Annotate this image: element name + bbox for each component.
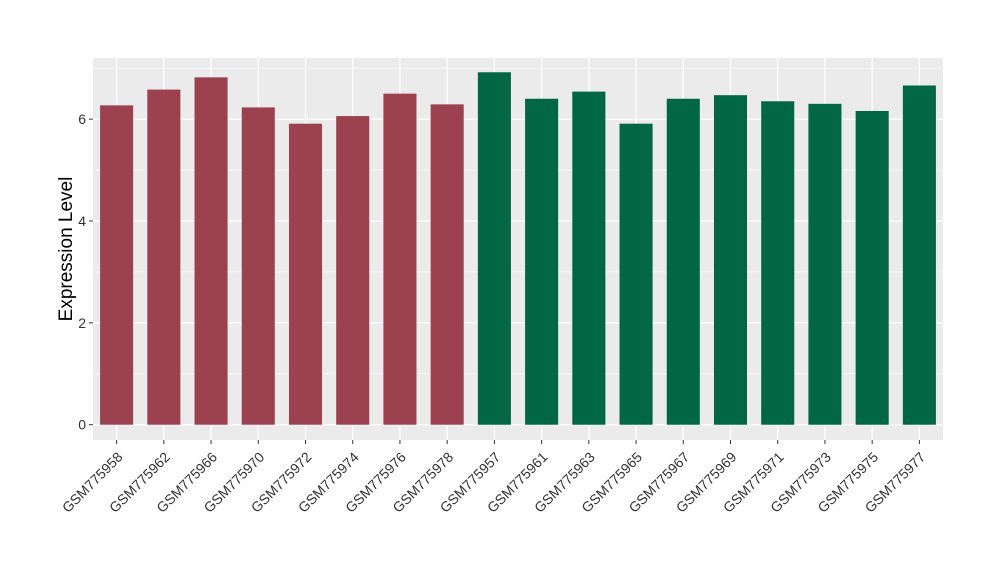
bar-GSM775958 bbox=[100, 105, 134, 425]
y-tick-label: 2 bbox=[78, 315, 86, 331]
minor-gridlines bbox=[93, 67, 943, 375]
bar-GSM775967 bbox=[666, 98, 700, 425]
y-tick-label: 4 bbox=[78, 213, 86, 229]
bar-GSM775978 bbox=[430, 104, 464, 425]
bar-GSM775974 bbox=[336, 116, 370, 425]
bar-GSM775957 bbox=[477, 72, 511, 425]
bar-GSM775977 bbox=[902, 85, 936, 425]
y-axis: 0 2 4 6 bbox=[78, 111, 93, 433]
bars bbox=[100, 72, 936, 425]
bar-GSM775970 bbox=[241, 107, 275, 425]
y-tick-label: 6 bbox=[78, 111, 86, 127]
y-tick-label: 0 bbox=[78, 417, 86, 433]
bar-GSM775976 bbox=[383, 93, 417, 425]
bar-GSM775969 bbox=[713, 95, 748, 425]
bar-GSM775971 bbox=[761, 101, 795, 425]
bar-GSM775963 bbox=[572, 91, 606, 425]
bar-GSM775973 bbox=[808, 103, 842, 425]
y-axis-title: Expression Level bbox=[56, 177, 77, 322]
bar-GSM775966 bbox=[194, 77, 228, 425]
bar-GSM775972 bbox=[288, 123, 323, 425]
plot-panel bbox=[93, 58, 943, 440]
bar-GSM775961 bbox=[525, 98, 559, 425]
bar-GSM775965 bbox=[619, 123, 653, 425]
bar-GSM775975 bbox=[855, 110, 889, 425]
bar-GSM775962 bbox=[147, 89, 181, 425]
x-axis: GSM775958GSM775962GSM775966GSM775970GSM7… bbox=[59, 440, 929, 516]
